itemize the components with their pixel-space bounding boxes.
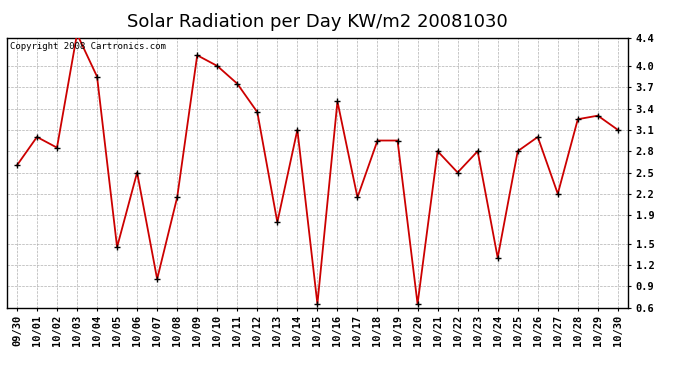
Text: Solar Radiation per Day KW/m2 20081030: Solar Radiation per Day KW/m2 20081030 (127, 13, 508, 31)
Text: Copyright 2008 Cartronics.com: Copyright 2008 Cartronics.com (10, 42, 166, 51)
